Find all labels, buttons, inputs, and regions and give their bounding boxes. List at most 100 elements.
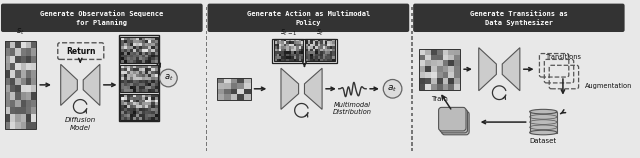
Bar bbox=[127, 80, 130, 83]
Bar bbox=[152, 117, 154, 120]
Polygon shape bbox=[502, 48, 520, 91]
Bar bbox=[332, 54, 335, 56]
Bar bbox=[308, 44, 310, 46]
Bar bbox=[133, 97, 136, 100]
Bar bbox=[136, 94, 139, 97]
Bar bbox=[124, 68, 127, 71]
Bar bbox=[127, 111, 130, 114]
Bar bbox=[294, 44, 296, 46]
Bar bbox=[205, 54, 207, 58]
Bar bbox=[26, 122, 31, 129]
Bar bbox=[279, 46, 282, 49]
Bar bbox=[130, 65, 133, 68]
Bar bbox=[124, 117, 127, 120]
Bar bbox=[286, 44, 289, 46]
Bar bbox=[136, 86, 139, 89]
Bar bbox=[133, 89, 136, 92]
Bar bbox=[332, 51, 335, 54]
Bar bbox=[5, 41, 36, 129]
Bar bbox=[449, 60, 454, 66]
Bar bbox=[294, 59, 296, 61]
Bar bbox=[152, 80, 154, 83]
Bar bbox=[449, 49, 454, 55]
Bar bbox=[133, 94, 136, 97]
Bar bbox=[145, 103, 148, 105]
Bar bbox=[411, 107, 413, 110]
Bar bbox=[317, 44, 320, 46]
Bar bbox=[5, 70, 10, 78]
Bar bbox=[325, 41, 328, 44]
Bar bbox=[139, 105, 142, 108]
Bar bbox=[291, 51, 294, 54]
Bar bbox=[127, 40, 130, 43]
Bar bbox=[431, 72, 436, 78]
Bar bbox=[205, 113, 207, 116]
Bar bbox=[145, 74, 148, 77]
Bar bbox=[139, 117, 142, 120]
Bar bbox=[15, 70, 20, 78]
Bar bbox=[299, 46, 301, 49]
Bar bbox=[154, 111, 157, 114]
Bar bbox=[205, 66, 207, 69]
Bar bbox=[436, 66, 442, 72]
Bar bbox=[454, 49, 460, 55]
Bar bbox=[325, 54, 328, 56]
Bar bbox=[286, 51, 289, 54]
Bar bbox=[127, 49, 130, 52]
Bar bbox=[274, 59, 276, 61]
Bar bbox=[142, 77, 145, 80]
Bar bbox=[299, 54, 301, 56]
Bar bbox=[127, 105, 130, 108]
Bar bbox=[454, 78, 460, 84]
Bar bbox=[296, 46, 299, 49]
Bar bbox=[148, 60, 152, 63]
Bar bbox=[305, 59, 308, 61]
Bar bbox=[301, 54, 303, 56]
Bar bbox=[284, 54, 286, 56]
Bar bbox=[276, 39, 279, 41]
Bar bbox=[127, 94, 130, 97]
Bar bbox=[154, 40, 157, 43]
Bar bbox=[31, 92, 36, 100]
Bar bbox=[154, 77, 157, 80]
Bar bbox=[425, 55, 431, 60]
Bar bbox=[328, 41, 330, 44]
Bar bbox=[20, 100, 26, 107]
Bar bbox=[419, 55, 425, 60]
Bar bbox=[323, 46, 325, 49]
Bar bbox=[279, 39, 282, 41]
Bar bbox=[133, 100, 136, 103]
Bar bbox=[332, 59, 335, 61]
Bar bbox=[120, 74, 124, 77]
Bar bbox=[139, 52, 142, 55]
Bar bbox=[139, 74, 142, 77]
Bar bbox=[436, 60, 442, 66]
Bar bbox=[289, 39, 291, 41]
Bar bbox=[431, 78, 436, 84]
Bar bbox=[328, 46, 330, 49]
Bar bbox=[411, 36, 413, 40]
Bar bbox=[317, 46, 320, 49]
Bar bbox=[330, 44, 332, 46]
Bar bbox=[411, 25, 413, 28]
Bar bbox=[286, 39, 289, 41]
Bar bbox=[330, 59, 332, 61]
Bar bbox=[15, 92, 20, 100]
Bar bbox=[139, 114, 142, 117]
Bar bbox=[152, 83, 154, 86]
Bar bbox=[442, 78, 449, 84]
Bar bbox=[454, 72, 460, 78]
Polygon shape bbox=[281, 68, 299, 109]
Bar bbox=[294, 51, 296, 54]
Bar bbox=[124, 52, 127, 55]
Bar bbox=[124, 114, 127, 117]
Bar bbox=[205, 30, 207, 34]
Bar bbox=[274, 44, 276, 46]
Bar bbox=[308, 56, 310, 59]
Bar bbox=[139, 37, 142, 40]
Bar bbox=[133, 65, 136, 68]
Bar bbox=[152, 86, 154, 89]
Bar bbox=[313, 39, 316, 41]
Bar bbox=[133, 105, 136, 108]
Bar bbox=[130, 71, 133, 74]
